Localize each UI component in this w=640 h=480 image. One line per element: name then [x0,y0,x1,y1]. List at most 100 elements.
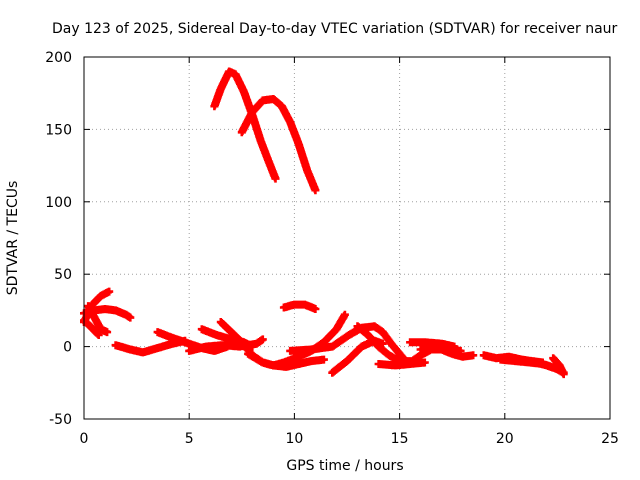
data-point [448,348,452,351]
data-point [87,304,90,308]
data-point [423,341,427,344]
data-point [97,333,100,337]
data-point [440,342,443,345]
data-point [227,70,231,73]
data-point [215,333,218,337]
series-arc-20 [416,344,465,355]
data-point [230,338,233,341]
data-point [293,303,296,306]
data-point [246,352,250,356]
data-point [204,345,208,348]
data-point [499,358,502,361]
data-point [288,349,292,353]
data-point [267,161,271,164]
data-point [331,345,334,348]
data-point [345,359,349,363]
data-point [562,372,565,376]
y-tick-label: 0 [63,340,72,356]
data-point [93,316,96,319]
series-arc-24 [549,354,568,379]
data-point [314,189,317,192]
chart-title: Day 123 of 2025, Sidereal Day-to-day VTE… [52,21,618,37]
data-point [261,338,265,341]
data-point [331,371,334,374]
data-point [255,342,258,345]
data-point [436,346,439,350]
data-point [105,330,109,334]
data-point [99,328,103,331]
data-point [234,73,237,76]
data-point [282,306,286,309]
data-point [261,361,265,364]
x-tick-label: 25 [601,431,619,447]
series-arc-5 [84,302,112,337]
data-point [419,354,422,357]
data-point [377,362,380,366]
data-point [230,330,233,334]
data-point [213,349,216,353]
data-point [274,177,277,180]
series-arc-2 [237,95,320,195]
data-point [472,354,475,357]
data-point [89,325,92,328]
data-point [221,343,225,347]
x-tick-label: 0 [80,431,89,447]
data-point [545,364,549,367]
data-point [251,110,254,114]
axis-ticks: 0 5 10 15 20 25 -50 0 50 100 150 200 [45,50,619,447]
data-point [240,341,243,344]
series-arc-14 [279,300,320,313]
data-point [272,364,275,367]
data-point [310,359,313,363]
x-tick-label: 10 [285,431,303,447]
data-point [284,365,288,369]
data-point [381,330,384,334]
data-point [305,168,309,172]
x-tick-label: 5 [185,431,194,447]
data-point [288,120,292,124]
data-point [461,355,464,358]
data-point [303,303,307,306]
data-point [171,342,174,345]
data-point [398,352,401,356]
data-point [314,307,317,311]
data-point [528,361,532,364]
data-point [310,348,313,351]
plot-frame [83,56,611,420]
data-point [408,362,412,366]
data-point [322,341,326,344]
data-point [272,97,275,101]
data-point [335,328,338,331]
data-point [514,359,517,363]
data-point [240,131,243,134]
data-point [129,348,132,351]
y-tick-label: -50 [49,412,72,428]
data-point [419,348,422,351]
data-point [280,105,283,108]
series-arc-18 [374,358,429,370]
data-point [188,342,191,345]
data-point [188,349,191,353]
data-point [242,90,246,93]
data-point [219,320,222,324]
grid-lines [84,57,610,419]
data-point [103,307,107,311]
data-point [459,349,462,353]
data-point [124,313,128,316]
data-point [322,358,326,361]
y-tick-label: 200 [45,50,72,66]
data-point [387,354,391,357]
data-point [114,309,117,312]
data-point [389,342,393,345]
data-point [373,325,376,328]
y-tick-label: 100 [45,195,72,211]
data-point [408,341,412,344]
x-axis-label: GPS time / hours [286,458,403,474]
data-point [156,330,159,334]
y-tick-label: 150 [45,122,72,138]
data-point [141,351,145,354]
y-tick-label: 50 [54,267,72,283]
data-point [394,364,397,367]
data-series [80,67,568,379]
